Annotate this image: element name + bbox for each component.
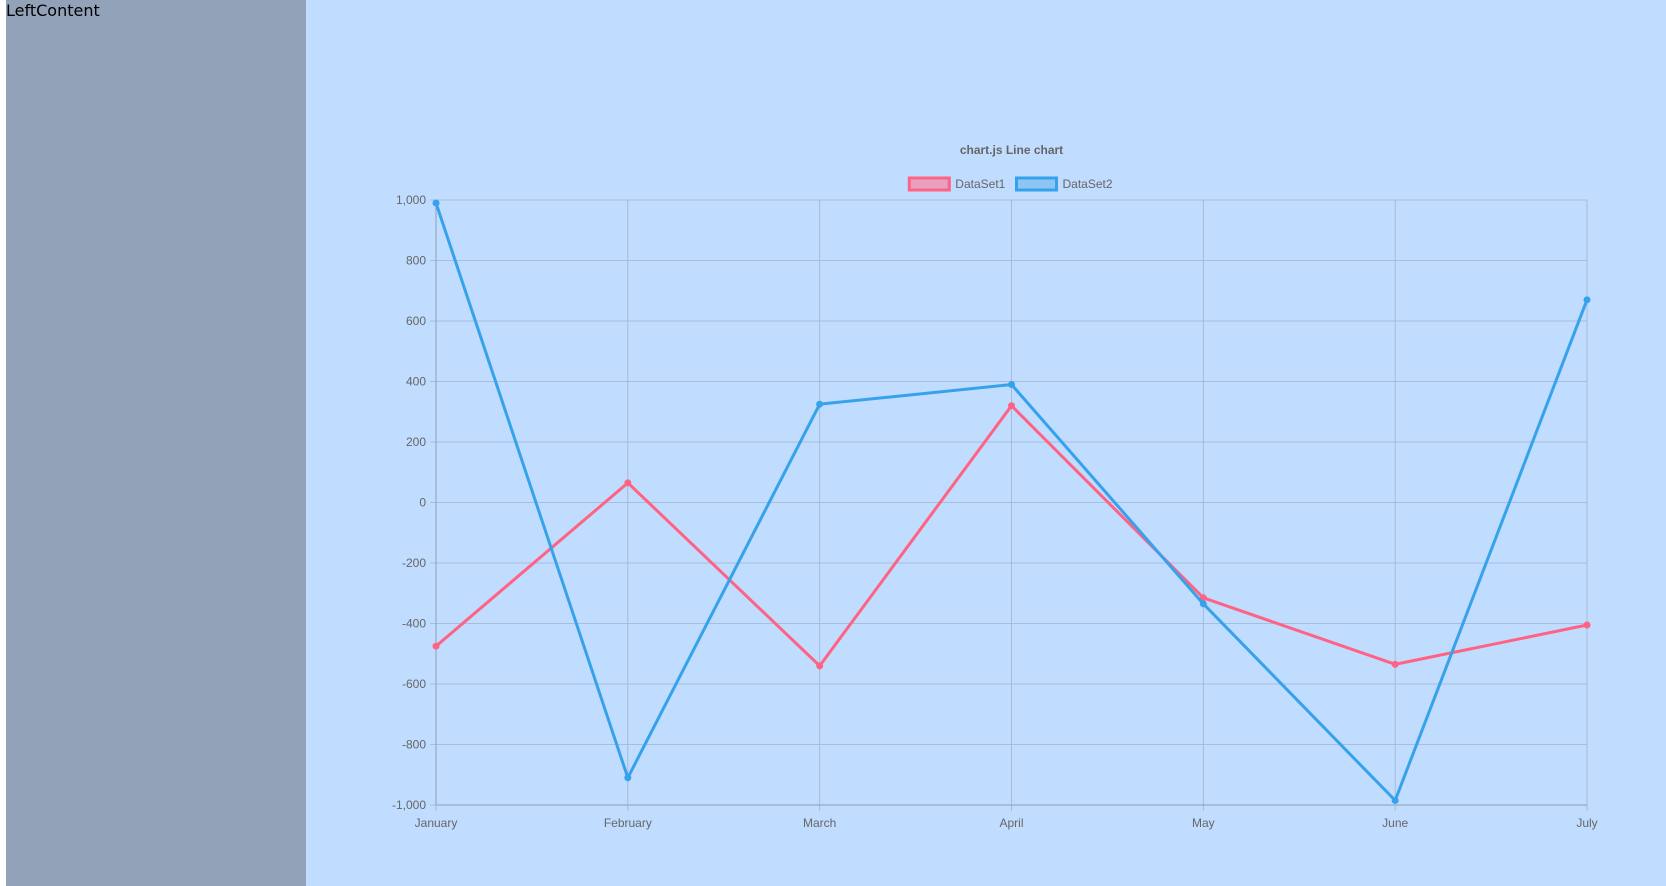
left-panel: LeftContent <box>6 0 306 886</box>
right-panel: 1,000 800 600 400 200 0 -200 -400 -600 -800 -1,000… <box>306 0 1666 886</box>
y-tick-label: -800 <box>402 738 426 752</box>
data-point-dataset1[interactable] <box>624 479 632 487</box>
data-point-dataset2[interactable] <box>432 199 440 207</box>
chart-title: chart.js Line chart <box>960 143 1063 157</box>
chart-series <box>432 199 1591 804</box>
data-point-dataset2[interactable] <box>816 400 824 408</box>
chart-tick-labels: 1,000 800 600 400 200 0 -200 -400 -600 -800 -1,000… <box>392 193 1598 830</box>
legend-swatch-dataset1[interactable] <box>907 176 951 192</box>
x-tick-label: April <box>999 816 1023 830</box>
data-point-dataset1[interactable] <box>816 662 824 670</box>
data-point-dataset1[interactable] <box>1391 660 1399 668</box>
y-tick-label: 0 <box>419 496 426 510</box>
x-tick-label: July <box>1576 816 1597 830</box>
legend-label-dataset2[interactable]: DataSet2 <box>1063 177 1113 191</box>
line-chart: 1,000 800 600 400 200 0 -200 -400 -600 -800 -1,000… <box>392 143 1598 830</box>
y-tick-label: 200 <box>406 435 426 449</box>
y-tick-label: -1,000 <box>392 798 426 812</box>
left-panel-label: LeftContent <box>6 1 100 20</box>
legend-label-dataset1[interactable]: DataSet1 <box>955 177 1005 191</box>
y-tick-label: 400 <box>406 375 426 389</box>
chart-axes <box>435 200 1587 806</box>
data-point-dataset2[interactable] <box>624 774 632 782</box>
y-tick-label: -600 <box>402 677 426 691</box>
legend-swatch-dataset2[interactable] <box>1015 176 1058 192</box>
y-tick-label: 1,000 <box>396 193 426 207</box>
x-tick-label: June <box>1382 816 1408 830</box>
y-tick-label: 800 <box>406 254 426 268</box>
x-tick-label: May <box>1192 816 1215 830</box>
x-tick-label: January <box>415 816 458 830</box>
data-point-dataset1[interactable] <box>1583 621 1591 629</box>
data-point-dataset1[interactable] <box>1008 402 1015 410</box>
data-point-dataset2[interactable] <box>1583 296 1591 304</box>
data-point-dataset2[interactable] <box>1008 381 1015 389</box>
chart-grid <box>430 199 1588 811</box>
y-tick-label: 600 <box>406 314 426 328</box>
y-tick-label: -200 <box>402 556 426 570</box>
x-tick-label: February <box>604 816 652 830</box>
data-point-dataset2[interactable] <box>1391 796 1399 804</box>
chart-legend[interactable]: DataSet1 DataSet2 <box>907 176 1113 192</box>
data-point-dataset1[interactable] <box>432 642 440 650</box>
data-point-dataset2[interactable] <box>1199 600 1207 608</box>
y-tick-label: -400 <box>402 617 426 631</box>
x-tick-label: March <box>803 816 836 830</box>
